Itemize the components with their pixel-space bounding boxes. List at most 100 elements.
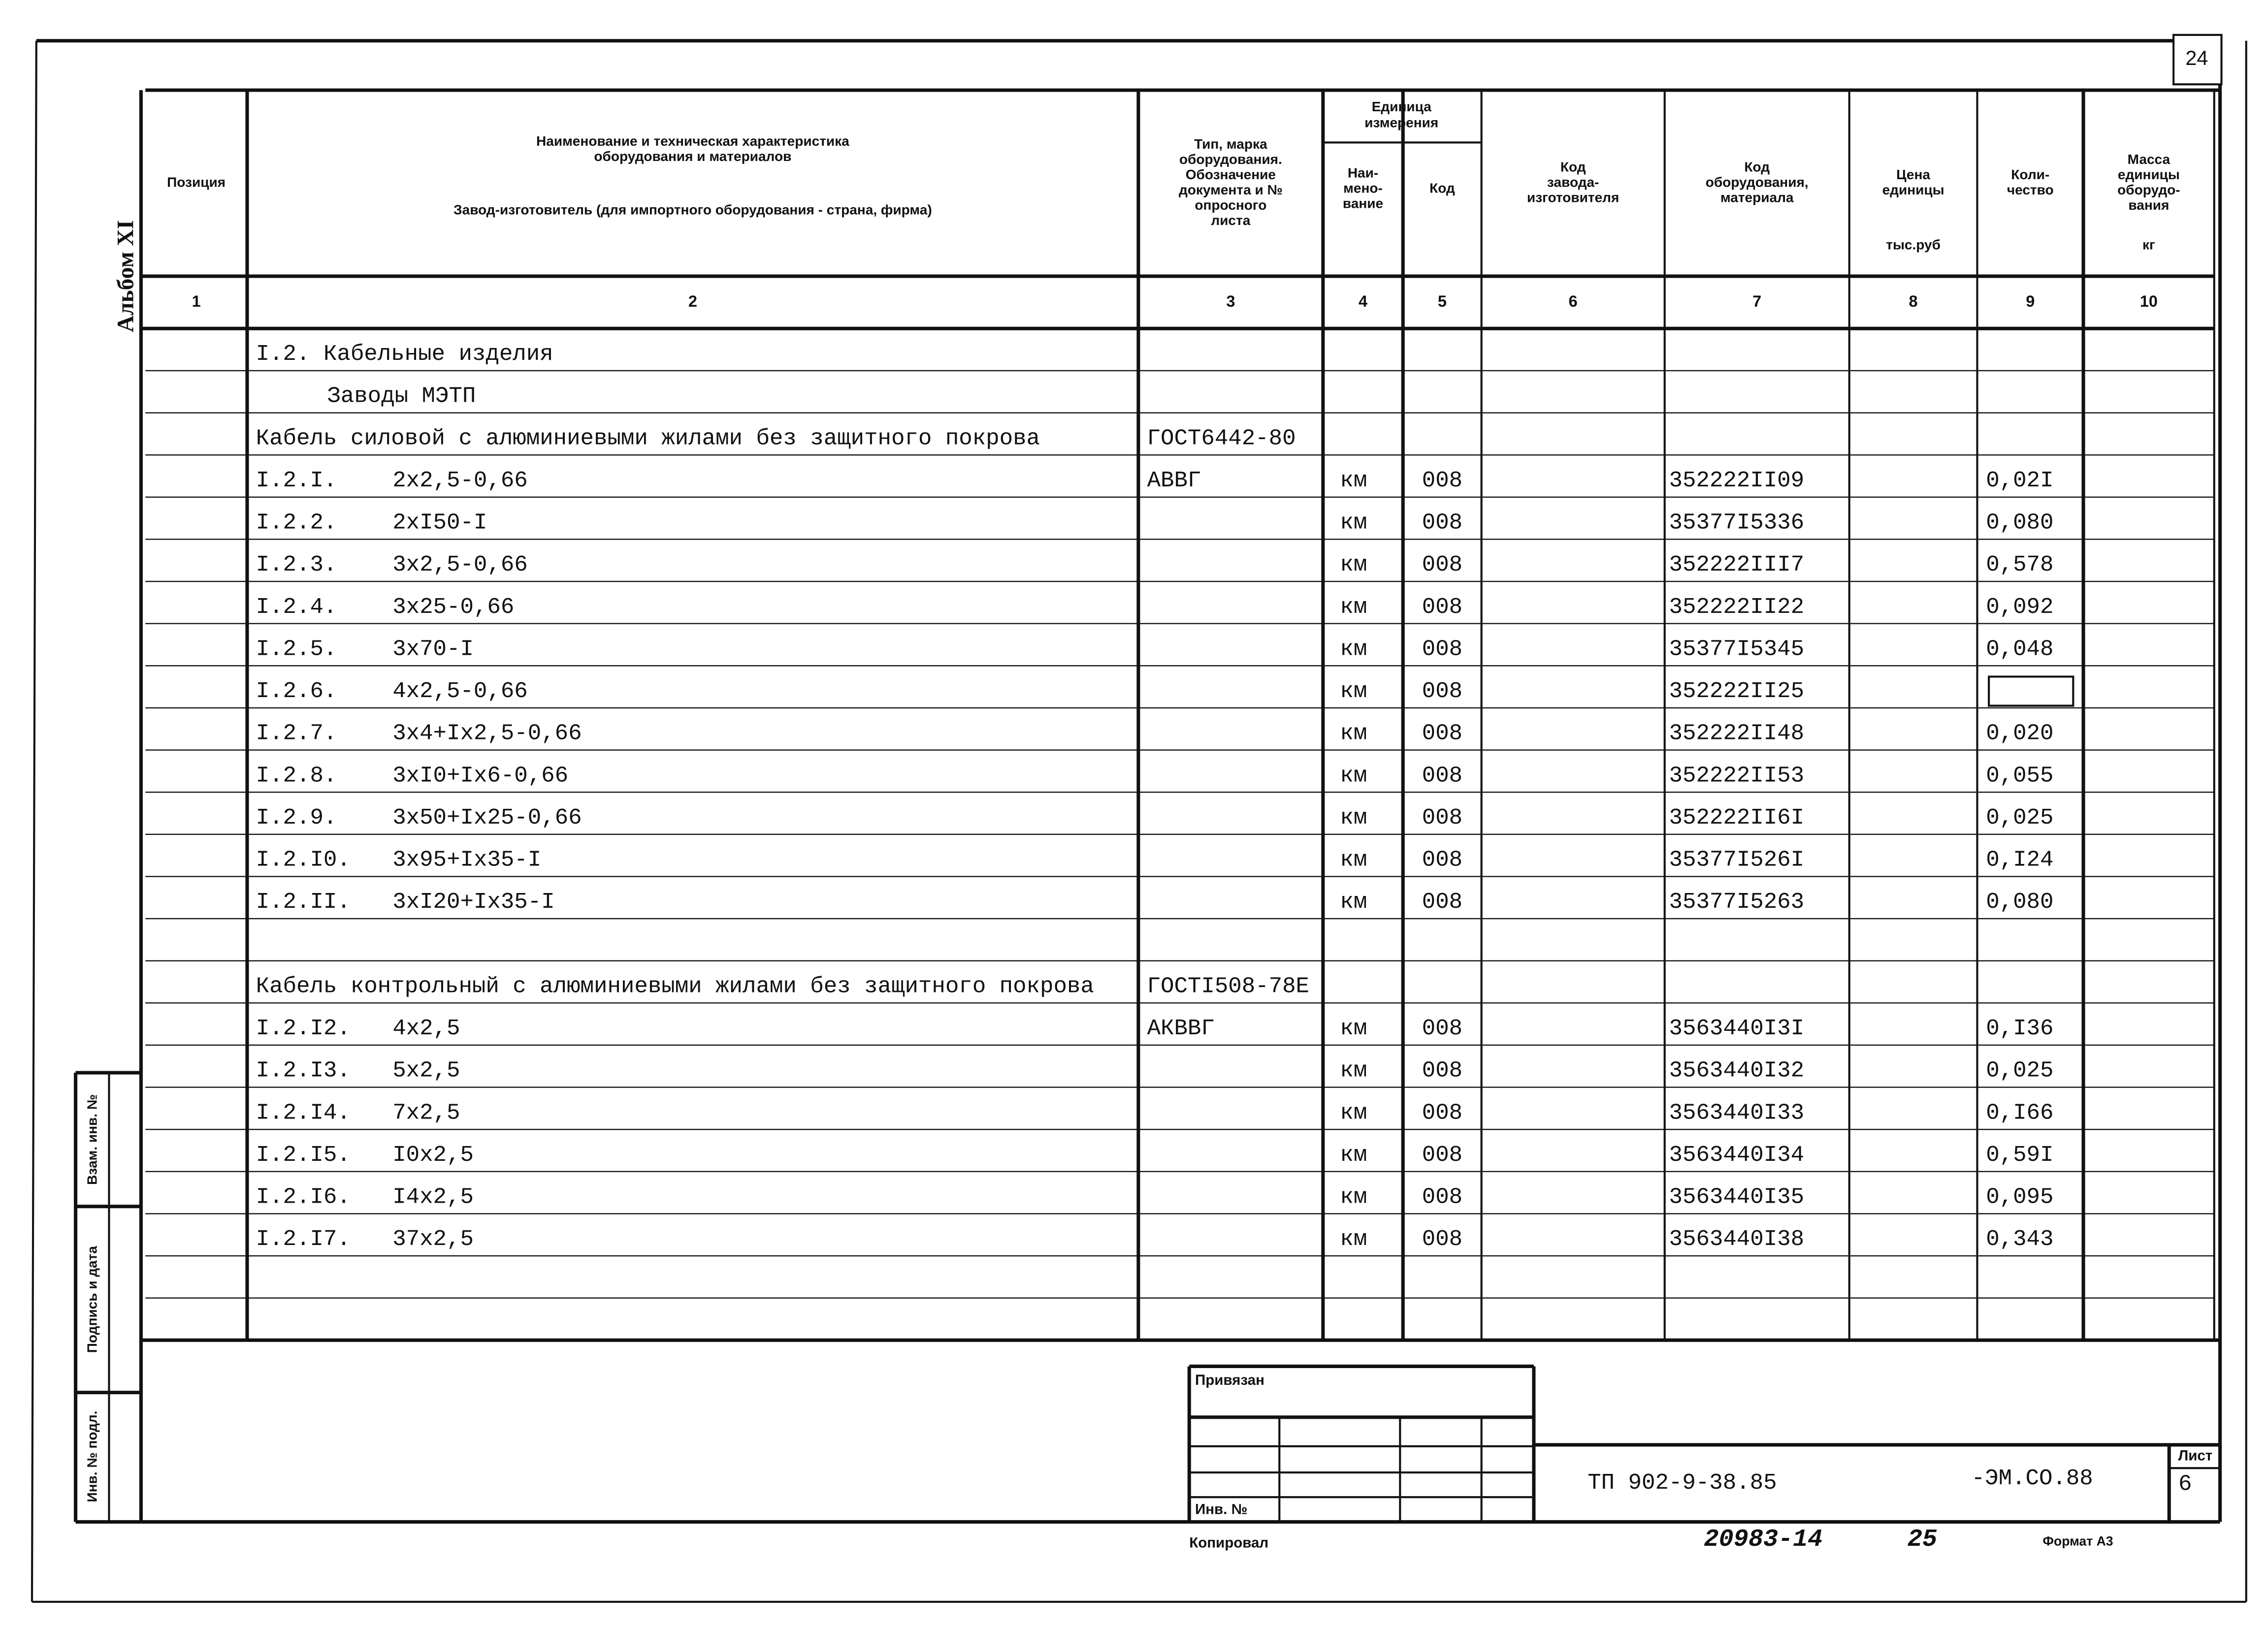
text: 3x4+Ix2,5-0,66 <box>392 721 582 746</box>
text: км <box>1340 510 1367 536</box>
text: 37x2,5 <box>392 1226 474 1252</box>
table: Позиция 1 Наименование и техническая харак… <box>73 84 2222 1554</box>
text: 3563440I35 <box>1669 1184 1805 1210</box>
text: Наи- <box>1348 165 1378 180</box>
text: 3x50+Ix25-0,66 <box>392 805 582 830</box>
text: Цена <box>1896 167 1930 182</box>
text: 008 <box>1422 847 1462 873</box>
text: Обозначение <box>1186 167 1276 182</box>
text: 352222II25 <box>1669 678 1805 704</box>
text: 10 <box>2140 292 2158 310</box>
text: I.2.I6. <box>256 1184 351 1210</box>
text: км <box>1340 1016 1367 1041</box>
text: 0,02I <box>1986 468 2053 493</box>
text: км <box>1340 1142 1367 1168</box>
text: I.2.I7. <box>256 1226 351 1252</box>
text: км <box>1340 805 1367 830</box>
text: 0,095 <box>1986 1184 2053 1210</box>
text: Позиция <box>167 174 226 190</box>
text: 3 <box>1226 292 1235 310</box>
text: 008 <box>1422 1058 1462 1084</box>
text: км <box>1340 468 1367 493</box>
text: 5 <box>1438 292 1447 310</box>
text: I.2.I0. <box>256 847 351 873</box>
text: ГОСТ6442-80 <box>1147 425 1296 451</box>
text: опросного <box>1195 197 1266 213</box>
text: км <box>1340 1184 1367 1210</box>
text: 4x2,5 <box>392 1016 460 1041</box>
text: км <box>1340 889 1367 915</box>
text: 008 <box>1422 594 1462 620</box>
text: 352222II53 <box>1669 763 1805 788</box>
text: км <box>1340 1100 1367 1125</box>
text: 4 <box>1359 292 1367 310</box>
text: 352222II09 <box>1669 468 1805 493</box>
text: I.2. Кабельные изделия <box>256 341 553 367</box>
text: 0,025 <box>1986 1058 2053 1084</box>
text: I.2.I3. <box>256 1058 351 1084</box>
text: км <box>1340 721 1367 746</box>
text: I.2.5. <box>256 636 337 662</box>
text: Коли- <box>2011 167 2049 182</box>
text: I0x2,5 <box>392 1142 474 1168</box>
text: Лист <box>2178 1447 2213 1464</box>
text: Привязан <box>1195 1372 1264 1388</box>
text: 1 <box>192 292 201 310</box>
text: 8 <box>1909 292 1918 310</box>
text: 35377I5345 <box>1669 636 1805 662</box>
text: 008 <box>1422 1226 1462 1252</box>
text: I.2.4. <box>256 594 337 620</box>
text: 0,080 <box>1986 510 2053 536</box>
text: 3563440I38 <box>1669 1226 1805 1252</box>
text: 0,I66 <box>1986 1100 2053 1125</box>
frame <box>31 40 37 1602</box>
text: 3x25-0,66 <box>392 594 514 620</box>
text: 008 <box>1422 889 1462 915</box>
text: Завод-изготовитель (для импортного обору… <box>454 202 932 218</box>
text: 008 <box>1422 1100 1462 1125</box>
text: 0,092 <box>1986 594 2053 620</box>
text: I.2.8. <box>256 763 337 788</box>
page-number: 24 <box>2185 47 2208 69</box>
text: изготовителя <box>1527 190 1619 205</box>
text: завода- <box>1547 174 1599 190</box>
text: 3563440I34 <box>1669 1142 1805 1168</box>
text: км <box>1340 847 1367 873</box>
text: I4x2,5 <box>392 1184 474 1210</box>
text: 008 <box>1422 763 1462 788</box>
text: 0,025 <box>1986 805 2053 830</box>
text: Тип, марка <box>1194 136 1267 152</box>
page-number-box <box>2172 33 2223 86</box>
text: 35377I526I <box>1669 847 1805 873</box>
text: вание <box>1343 195 1383 211</box>
text: 6 <box>1569 292 1578 310</box>
text: 0,048 <box>1986 636 2053 662</box>
text: Масса <box>2128 152 2171 167</box>
text: 6 <box>2178 1471 2192 1497</box>
text: км <box>1340 636 1367 662</box>
text: 352222II48 <box>1669 721 1805 746</box>
text: тыс.руб <box>1886 237 1941 252</box>
text: АКВВГ <box>1147 1016 1215 1041</box>
text: 352222II6I <box>1669 805 1805 830</box>
text: I.2.7. <box>256 721 337 746</box>
text: 35377I5263 <box>1669 889 1805 915</box>
text: Код <box>1429 180 1455 195</box>
text: Заводы МЭТП <box>327 383 476 409</box>
text: единицы <box>2118 167 2180 182</box>
text: материала <box>1720 190 1794 205</box>
text: 008 <box>1422 468 1462 493</box>
text: оборудования. <box>1179 152 1282 167</box>
text: 0,I24 <box>1986 847 2053 873</box>
text: Кабель контрольный с алюминиевыми жилами… <box>256 973 1094 999</box>
text: 4x2,5-0,66 <box>392 678 528 704</box>
text: 3x70-I <box>392 636 474 662</box>
text: листа <box>1211 213 1250 228</box>
text: документа и № <box>1179 182 1283 197</box>
text: Инв. № <box>1195 1501 1248 1518</box>
text: 3xI0+Ix6-0,66 <box>392 763 568 788</box>
text: оборудо- <box>2117 182 2180 197</box>
text: 7x2,5 <box>392 1100 460 1125</box>
text: 2xI50-I <box>392 510 487 536</box>
